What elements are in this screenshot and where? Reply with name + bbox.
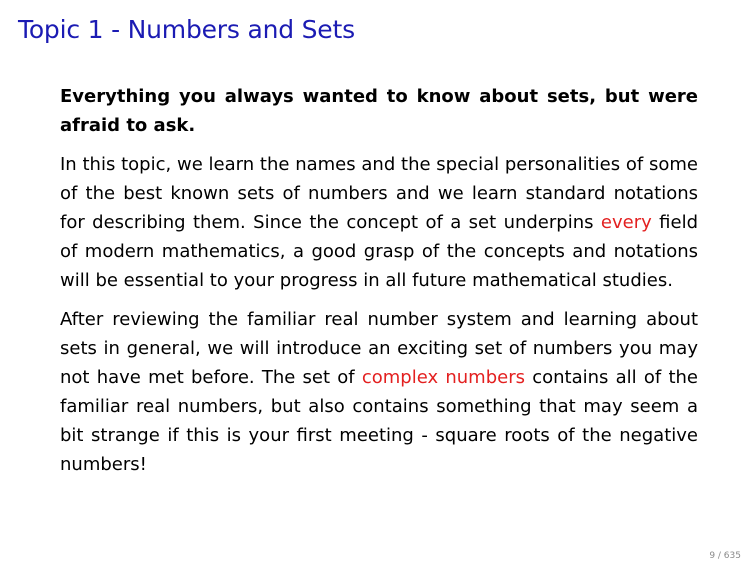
slide-title: Topic 1 - Numbers and Sets bbox=[18, 15, 355, 44]
paragraph-2-after: contains all of the familiar real number… bbox=[60, 367, 698, 475]
paragraph-2-before: After reviewing the familiar real number… bbox=[60, 309, 698, 388]
intro-text: Everything you always wanted to know abo… bbox=[60, 86, 698, 136]
paragraph-1: In this topic, we learn the names and th… bbox=[60, 150, 698, 295]
paragraph-1-before: In this topic, we learn the names and th… bbox=[60, 154, 698, 233]
paragraph-2: After reviewing the familiar real number… bbox=[60, 305, 698, 479]
highlight-every: every bbox=[600, 212, 652, 233]
slide-content: Everything you always wanted to know abo… bbox=[60, 82, 698, 489]
paragraph-1-after: field of modern mathematics, a good gras… bbox=[60, 212, 699, 291]
highlight-complex-numbers: complex numbers bbox=[361, 367, 525, 388]
page-number: 9 / 635 bbox=[709, 551, 741, 561]
